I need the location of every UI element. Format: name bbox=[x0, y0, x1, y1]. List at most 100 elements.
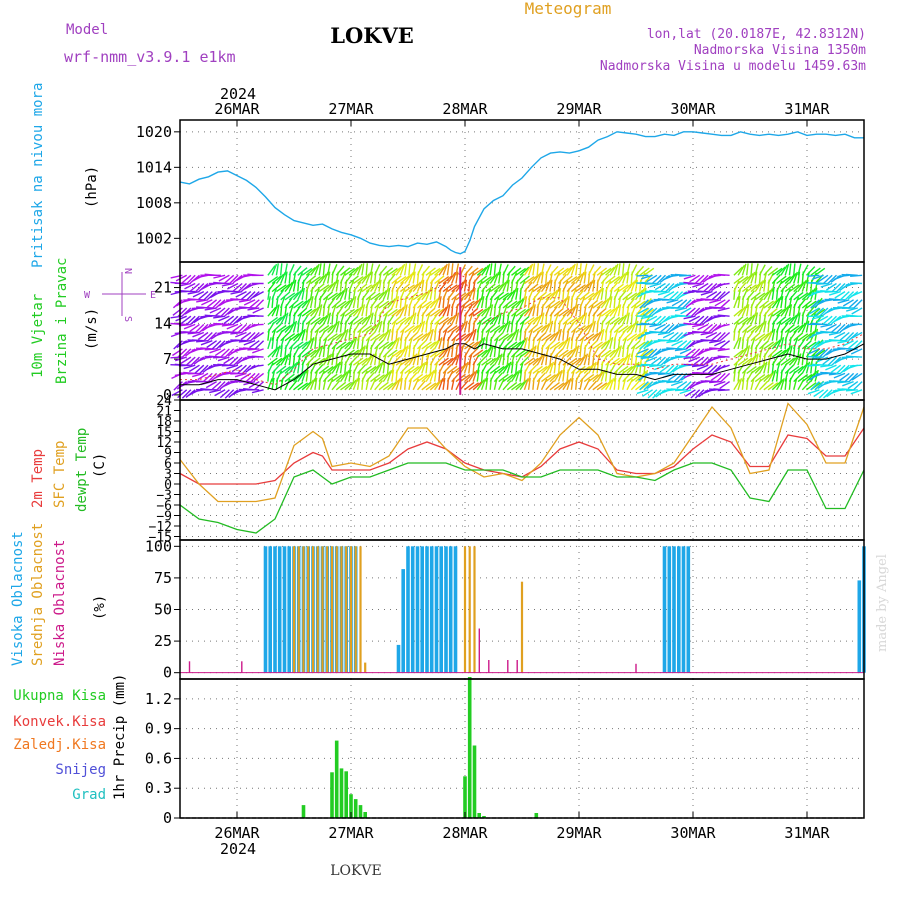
mid-cloud-bar bbox=[473, 546, 475, 672]
wind-barb bbox=[315, 324, 324, 332]
wind-barb bbox=[789, 263, 790, 275]
wind-barb bbox=[718, 274, 730, 275]
model-elevation-label: Nadmorska Visina u modelu 1459.63m bbox=[600, 59, 866, 74]
high-cloud-bar bbox=[439, 546, 443, 672]
high-cloud-bar bbox=[406, 546, 410, 672]
wind-barb bbox=[319, 263, 321, 275]
y-tick-label: 50 bbox=[154, 601, 172, 619]
wind-barb bbox=[537, 333, 546, 341]
high-cloud-bar bbox=[449, 546, 453, 672]
wind-barb bbox=[503, 341, 512, 349]
precip-bar bbox=[340, 768, 344, 818]
y-tick-label: 75 bbox=[154, 569, 172, 587]
wind-barb bbox=[645, 365, 657, 366]
wind-barb bbox=[717, 373, 726, 381]
wind-barb bbox=[358, 324, 367, 332]
wind-barb bbox=[209, 316, 221, 317]
wind-barb bbox=[452, 263, 453, 275]
precip-bar bbox=[359, 805, 363, 818]
wind-barb bbox=[816, 365, 828, 366]
wind-barb bbox=[721, 373, 730, 381]
wind-barb bbox=[546, 341, 555, 349]
wind-barb bbox=[503, 265, 508, 276]
high-cloud-bar bbox=[663, 546, 667, 672]
wind-barb bbox=[533, 263, 535, 275]
wind-barb bbox=[709, 382, 721, 383]
precip-bar bbox=[363, 812, 367, 818]
wind-barb bbox=[323, 263, 324, 275]
mid-cloud-bar bbox=[464, 546, 466, 672]
wind-barb bbox=[418, 264, 423, 275]
panel-precipitation: 00.30.60.91.2 bbox=[145, 679, 864, 827]
wind-barb bbox=[289, 300, 298, 308]
high-cloud-bar bbox=[672, 546, 676, 672]
wind-barb bbox=[217, 324, 229, 325]
mid-cloud-bar bbox=[298, 546, 300, 672]
low-cloud-bar bbox=[241, 661, 242, 672]
low-cloud-title: Niska Oblacnost bbox=[52, 540, 68, 666]
wind-barb bbox=[298, 308, 307, 316]
date-label-top: 31MAR bbox=[784, 100, 830, 118]
wind-barb bbox=[580, 263, 581, 275]
date-label-bottom: 29MAR bbox=[556, 824, 602, 842]
wind-barb bbox=[213, 357, 225, 358]
low-cloud-bar bbox=[507, 660, 508, 673]
wind-barb bbox=[589, 265, 594, 276]
precip-legend-total: Ukupna Kisa bbox=[13, 688, 106, 704]
mid-cloud-bar bbox=[326, 546, 328, 672]
high-cloud-bar bbox=[268, 546, 272, 672]
high-cloud-bar bbox=[411, 546, 415, 672]
y-tick-label: 1020 bbox=[136, 123, 172, 141]
mid-cloud-bar bbox=[293, 546, 295, 672]
wind-barb bbox=[606, 317, 615, 325]
wind-barb bbox=[212, 341, 221, 349]
high-cloud-bar bbox=[454, 546, 458, 672]
high-cloud-bar bbox=[397, 645, 401, 673]
wind-barb bbox=[718, 390, 730, 391]
wind-barb bbox=[383, 308, 392, 316]
precip-bar bbox=[463, 776, 467, 818]
wind-barb bbox=[252, 316, 264, 317]
wind-barb bbox=[850, 275, 862, 276]
high-cloud-bar bbox=[416, 546, 420, 672]
mid-cloud-bar bbox=[340, 546, 342, 672]
wind-barb bbox=[452, 332, 461, 340]
wind-barb bbox=[618, 263, 620, 275]
wind-barb bbox=[751, 333, 760, 341]
coords-label: lon,lat (20.0187E, 42.8312N) bbox=[647, 27, 866, 42]
wind-barb bbox=[486, 324, 495, 332]
wind-barb bbox=[281, 263, 282, 275]
mid-cloud-bar bbox=[364, 663, 366, 673]
precip-legend-hail: Grad bbox=[72, 787, 106, 803]
mid-cloud-bar bbox=[302, 546, 304, 672]
wind-barb bbox=[490, 263, 492, 275]
mid-cloud-bar bbox=[345, 546, 347, 672]
wind-barb bbox=[512, 349, 521, 358]
wind-barb bbox=[205, 349, 217, 350]
panel-frame bbox=[180, 120, 864, 262]
wind-barb bbox=[645, 284, 657, 285]
wind-title-2: Brzina i Pravac bbox=[54, 258, 70, 384]
wind-barb bbox=[221, 349, 230, 357]
date-label-bottom: 30MAR bbox=[670, 824, 716, 842]
precip-legend-frz: Zaledj.Kisa bbox=[13, 737, 106, 753]
mid-cloud-bar bbox=[336, 546, 338, 672]
wind-barb bbox=[644, 268, 654, 275]
temp2m-title: 2m Temp bbox=[30, 449, 46, 508]
high-cloud-bar bbox=[430, 546, 434, 672]
y-tick-label: 21 bbox=[154, 279, 172, 297]
mid-cloud-title: Srednja Oblacnost bbox=[30, 523, 46, 666]
mid-cloud-bar bbox=[321, 546, 323, 672]
wind-barb bbox=[252, 365, 264, 367]
high-cloud-bar bbox=[283, 546, 287, 672]
wind-barb bbox=[405, 263, 407, 275]
wind-barb bbox=[794, 263, 795, 275]
year-label-bottom: 2024 bbox=[220, 840, 256, 858]
wind-barb bbox=[631, 265, 636, 276]
y-tick-label: 0 bbox=[163, 664, 172, 682]
mid-cloud-bar bbox=[355, 546, 357, 672]
wind-barb bbox=[494, 333, 503, 341]
precip-bar bbox=[302, 805, 306, 818]
high-cloud-bar bbox=[682, 546, 686, 672]
